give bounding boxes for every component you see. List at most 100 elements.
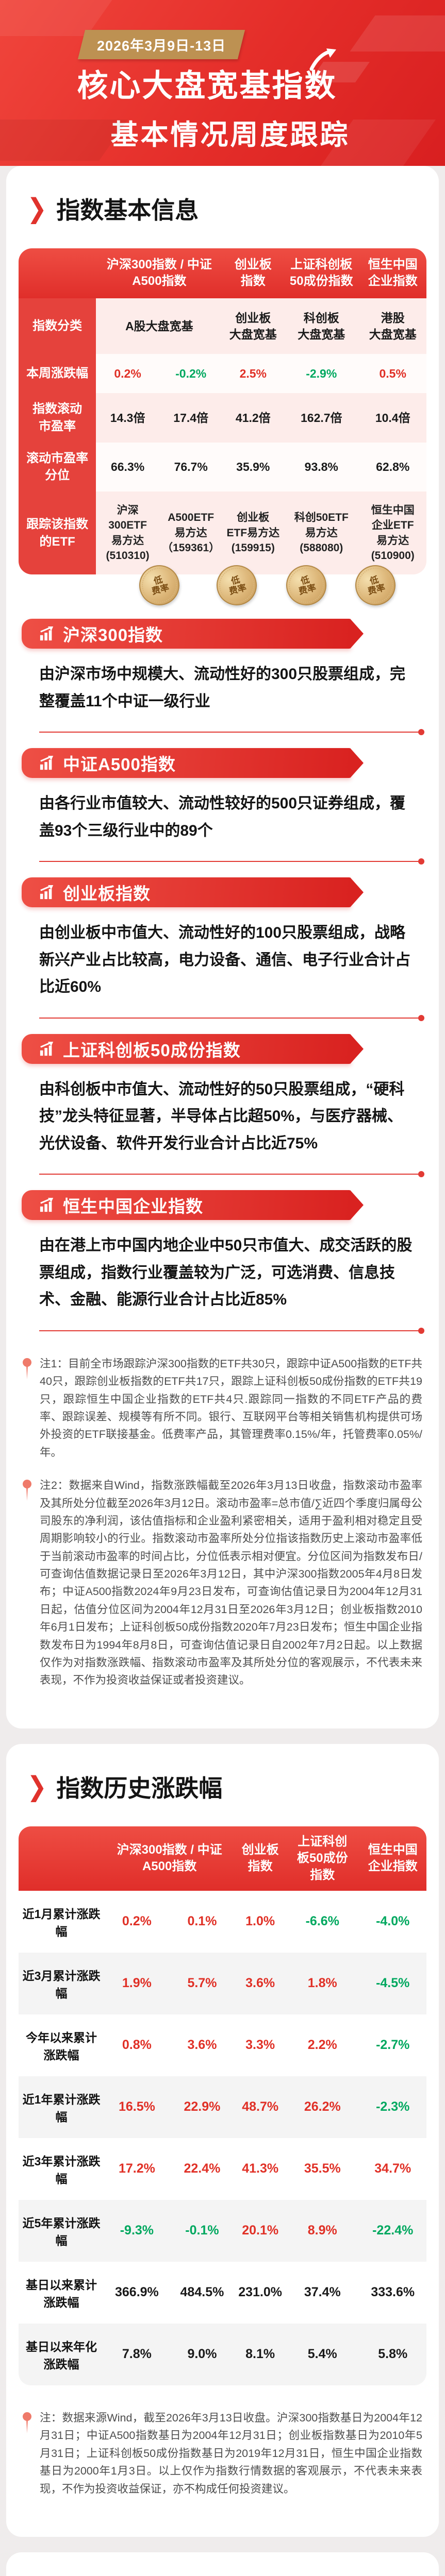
table-cell: 9.0% — [169, 2323, 235, 2385]
index-card-title: 沪深300指数 — [63, 625, 163, 645]
section-title-basic-text: 指数基本信息 — [56, 197, 199, 224]
index-card-description: 由沪深市场中规模大、流动性好的300只股票组成，完整覆盖11个中证一级行业 — [39, 666, 406, 710]
table-row: 本周涨跌幅 0.2% -0.2% 2.5% -2.9% 0.5% — [19, 354, 426, 394]
table-cell: 2.5% — [222, 354, 284, 394]
table-cell: 0.2% — [96, 354, 159, 394]
row-label: 近1年累计涨跌幅 — [19, 2076, 105, 2138]
table-cell: 76.7% — [159, 442, 223, 492]
table-cell: 3.6% — [235, 1952, 286, 2014]
table-cell: 16.5% — [104, 2076, 170, 2138]
index-card-description: 由各行业市值较大、流动性较好的500只证券组成，覆盖93个三级行业中的89个 — [39, 795, 406, 839]
table-row: 今年以来累计涨跌幅 0.8% 3.6% 3.3% 2.2% -2.7% — [19, 2014, 426, 2076]
returns-column-header: 上证科创 板50成份 指数 — [286, 1826, 359, 1891]
returns-column-header: 沪深300指数 / 中证A500指数 — [104, 1826, 235, 1891]
index-card: 沪深300指数由沪深市场中规模大、流动性好的300只股票组成，完整覆盖11个中证… — [22, 619, 424, 736]
table-cell: 41.2倍 — [222, 393, 284, 443]
table-cell: -6.6% — [286, 1890, 359, 1953]
section-title-returns: ❯ 指数历史涨跌幅 — [27, 1770, 426, 1804]
table-cell: -22.4% — [359, 2199, 426, 2262]
basic-column-header: 恒生中国 企业指数 — [359, 248, 426, 298]
index-card: 恒生中国企业指数由在港上市中国内地企业中50只市值大、成交活跃的股票组成，指数行… — [22, 1190, 424, 1334]
table-cell: 41.3% — [235, 2138, 286, 2200]
index-card-banner: 恒生中国企业指数 — [22, 1190, 364, 1221]
table-cell: 35.5% — [286, 2138, 359, 2200]
basic-column-header: 沪深300指数 / 中证A500指数 — [96, 248, 223, 298]
hero-header: 2026年3月9日-13日 核心大盘宽基指数 基本情况周度跟踪 — [0, 0, 445, 166]
table-cell: -2.9% — [284, 354, 359, 394]
index-card: 中证A500指数由各行业市值较大、流动性较好的500只证券组成，覆盖93个三级行… — [22, 748, 424, 865]
table-row: 近1月累计涨跌幅 0.2% 0.1% 1.0% -6.6% -4.0% — [19, 1890, 426, 1953]
seal-text: 费率 — [297, 583, 317, 597]
table-cell: 创业板 大盘宽基 — [222, 298, 284, 354]
table-cell: 10.4倍 — [359, 393, 426, 443]
table-row: 近3年累计涨跌幅 17.2% 22.4% 41.3% 35.5% 34.7% — [19, 2138, 426, 2200]
table-row: 近5年累计涨跌幅 -9.3% -0.1% 20.1% 8.9% -22.4% — [19, 2199, 426, 2262]
table-row: 基日以来累计涨跌幅 366.9% 484.5% 231.0% 37.4% 333.6% — [19, 2261, 426, 2324]
index-card: 创业板指数 由创业板中市值大、流动性好的100只股票组成，战略新兴产业占比较高，电… — [22, 877, 424, 1021]
page-title: 核心大盘宽基指数 — [0, 48, 445, 106]
index-card-description: 由在港上市中国内地企业中50只市值大、成交活跃的股票组成，指数行业覆盖较为广泛，… — [39, 1237, 413, 1309]
row-label: 滚动市盈率 分位 — [19, 442, 96, 492]
table-cell: 恒生中国 企业ETF 易方达 (510900) — [359, 491, 426, 575]
decor-shard — [350, 15, 445, 52]
chevron-icon: ❯ — [27, 193, 47, 224]
section-title-returns-text: 指数历史涨跌幅 — [56, 1774, 223, 1802]
table-cell: 2.2% — [286, 2014, 359, 2076]
table-cell: -2.7% — [359, 2014, 426, 2076]
table-cell: 66.3% — [96, 442, 159, 492]
table-cell: 5.7% — [169, 1952, 235, 2014]
date-badge: 2026年3月9日-13日 — [77, 30, 245, 59]
pin-icon — [23, 1480, 31, 1501]
seal-text: 费率 — [228, 583, 248, 597]
note-text: 注2：数据来自Wind，指数涨跌幅截至2026年3月13日收盘，指数滚动市盈率及… — [40, 1479, 422, 1687]
table-cell: 港股 大盘宽基 — [359, 298, 426, 354]
row-label: 跟踪该指数 的ETF — [19, 491, 96, 575]
date-badge-label: 2026年3月9日-13日 — [97, 38, 226, 54]
table-cell: 5.8% — [359, 2323, 426, 2385]
table-row: 近3月累计涨跌幅 1.9% 5.7% 3.6% 1.8% -4.5% — [19, 1952, 426, 2014]
table-cell: A500ETF 易方达 （159361） — [159, 491, 223, 575]
table-cell: 231.0% — [235, 2261, 286, 2324]
table-cell: 20.1% — [235, 2199, 286, 2262]
table-cell: 62.8% — [359, 442, 426, 492]
page-subtitle: 基本情况周度跟踪 — [110, 120, 350, 150]
index-description-list: 沪深300指数由沪深市场中规模大、流动性好的300只股票组成，完整覆盖11个中证… — [19, 619, 426, 1334]
table-cell: 创业板 ETF易方达 (159915) — [222, 491, 284, 575]
decor-shard — [0, 120, 128, 161]
table-cell: 17.2% — [104, 2138, 170, 2200]
note-item: 注1：目前全市场跟踪沪深300指数的ETF共30只，跟踪中证A500指数的ETF… — [23, 1355, 422, 1461]
table-cell: 3.3% — [235, 2014, 286, 2076]
returns-header-row: 沪深300指数 / 中证A500指数 创业板 指数 上证科创 板50成份 指数 恒生中… — [19, 1826, 426, 1891]
page-title-text: 核心大盘宽基指数 — [77, 69, 337, 103]
index-card-title: 中证A500指数 — [63, 755, 176, 774]
table-cell: -0.1% — [169, 2199, 235, 2262]
table-cell: 14.3倍 — [96, 393, 159, 443]
basic-column-header: 上证科创板 50成份指数 — [284, 248, 359, 298]
table-cell: 22.9% — [169, 2076, 235, 2138]
index-card-description: 由科创板中市值大、流动性好的50只股票组成，“硬科技”龙头特征显著，半导体占比超… — [39, 1080, 405, 1152]
index-card: 上证科创板50成份指数由科创板中市值大、流动性好的50只股票组成，“硬科技”龙头… — [22, 1033, 424, 1177]
index-card-title: 上证科创板50成份指数 — [63, 1040, 241, 1060]
table-cell: 科创50ETF 易方达 (588080) — [284, 491, 359, 575]
row-label: 近1月累计涨跌幅 — [19, 1890, 105, 1953]
table-cell: 1.8% — [286, 1952, 359, 2014]
returns-table: 沪深300指数 / 中证A500指数 创业板 指数 上证科创 板50成份 指数 恒生中… — [19, 1826, 426, 2385]
basic-header-corner — [19, 248, 96, 298]
basic-info-table: 沪深300指数 / 中证A500指数 创业板 指数 上证科创板 50成份指数 恒生中国… — [19, 248, 426, 575]
basic-column-header: 创业板 指数 — [222, 248, 284, 298]
table-cell: 22.4% — [169, 2138, 235, 2200]
section-pe-trend: ❯ 指数滚动市盈率分位数走势 沪深300指数0%20%40%60%80%100%… — [6, 2552, 439, 2576]
index-card-banner: 沪深300指数 — [22, 619, 364, 649]
table-cell: 17.4倍 — [159, 393, 223, 443]
basic-header-row: 沪深300指数 / 中证A500指数 创业板 指数 上证科创板 50成份指数 恒生中国… — [19, 248, 426, 298]
table-cell: 0.1% — [169, 1890, 235, 1953]
index-card-banner: 创业板指数 — [22, 877, 364, 908]
returns-header-corner — [19, 1826, 105, 1891]
trend-chart-icon — [40, 756, 54, 770]
row-label: 本周涨跌幅 — [19, 354, 96, 394]
table-cell: 8.9% — [286, 2199, 359, 2262]
table-cell: 333.6% — [359, 2261, 426, 2324]
returns-note: 注：数据来源Wind，截至2026年3月13日收盘。沪深300指数基日为2004… — [19, 2409, 426, 2498]
table-row: 指数分类 A股大盘宽基 创业板 大盘宽基 科创板 大盘宽基 港股 大盘宽基 — [19, 298, 426, 354]
